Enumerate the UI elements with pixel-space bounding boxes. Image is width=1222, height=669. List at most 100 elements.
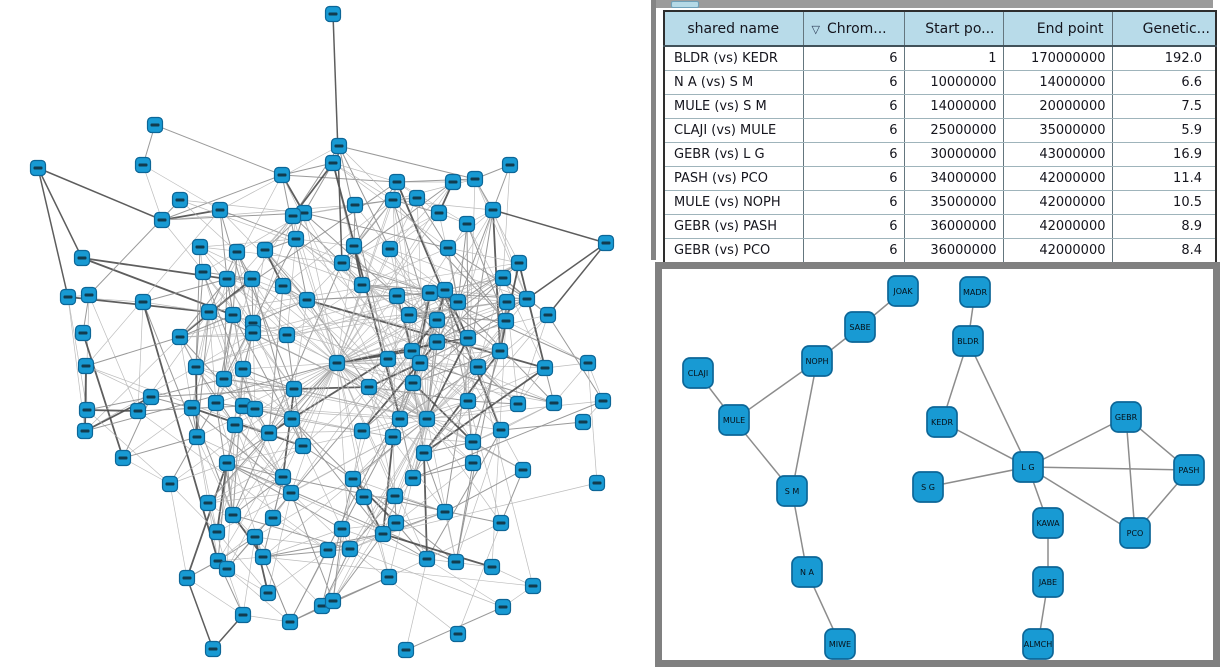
network-node-gebr[interactable]: GEBR [1110,401,1142,433]
scrollbar-thumb[interactable] [671,1,699,8]
table-cell[interactable]: 14000000 [1002,70,1112,95]
network-node[interactable] [59,288,77,306]
network-node[interactable] [324,592,342,610]
network-node[interactable] [360,378,378,396]
network-node[interactable] [282,484,300,502]
network-node[interactable] [187,358,205,376]
network-node[interactable] [379,350,397,368]
network-node[interactable] [211,201,229,219]
network-node[interactable] [274,468,292,486]
network-node-sm[interactable]: S M [776,475,808,507]
table-cell[interactable]: 6 [802,214,904,239]
network-node[interactable] [134,293,152,311]
horizontal-scrollbar-track[interactable] [656,0,1213,8]
table-cell[interactable]: 1 [903,46,1003,71]
network-node[interactable] [588,474,606,492]
table-cell[interactable]: BLDR (vs) KEDR [664,46,803,71]
table-cell[interactable]: 42000000 [1002,190,1112,215]
table-cell[interactable]: 16.9 [1111,142,1216,167]
network-node[interactable] [114,449,132,467]
network-node[interactable] [400,306,418,324]
network-node-kedr[interactable]: KEDR [926,406,958,438]
network-node[interactable] [384,428,402,446]
network-node[interactable] [579,354,597,372]
network-node[interactable] [597,234,615,252]
network-node[interactable] [281,613,299,631]
network-node[interactable] [384,191,402,209]
table-cell[interactable]: 6 [802,166,904,191]
table-cell[interactable]: 170000000 [1002,46,1112,71]
network-node[interactable] [228,243,246,261]
network-node[interactable] [459,329,477,347]
network-node-joak[interactable]: JOAK [887,275,919,307]
table-cell[interactable]: 43000000 [1002,142,1112,167]
network-node[interactable] [328,354,346,372]
table-cell[interactable]: 6 [802,46,904,71]
network-node[interactable] [408,189,426,207]
network-node[interactable] [284,207,302,225]
network-node[interactable] [464,433,482,451]
network-node[interactable] [388,287,406,305]
network-node[interactable] [459,392,477,410]
network-node[interactable] [346,196,364,214]
network-node[interactable] [77,357,95,375]
network-node-pash[interactable]: PASH [1173,454,1205,486]
network-node[interactable] [415,444,433,462]
network-node-pco[interactable]: PCO [1119,517,1151,549]
network-node[interactable] [380,568,398,586]
network-node-miwe[interactable]: MIWE [824,628,856,660]
network-node[interactable] [430,204,448,222]
table-cell[interactable]: 10.5 [1111,190,1216,215]
table-cell[interactable]: 25000000 [903,118,1003,143]
network-node-kawa[interactable]: KAWA [1032,507,1064,539]
table-cell[interactable]: 6 [802,70,904,95]
network-node[interactable] [436,281,454,299]
table-cell[interactable]: 6 [802,238,904,263]
network-node[interactable] [469,358,487,376]
network-node-claji[interactable]: CLAJI [682,357,714,389]
network-node[interactable] [418,410,436,428]
network-node[interactable] [518,290,536,308]
network-node[interactable] [200,303,218,321]
network-node[interactable] [178,569,196,587]
table-cell[interactable]: 6 [802,118,904,143]
network-node[interactable] [330,137,348,155]
table-row[interactable]: GEBR (vs) L G 6 30000000 43000000 16.9 [664,142,1216,167]
network-node[interactable] [199,494,217,512]
network-node[interactable] [191,238,209,256]
column-header-chrom[interactable]: ▽ Chrom... [802,11,904,47]
network-node[interactable] [466,170,484,188]
network-node-mule[interactable]: MULE [718,404,750,436]
network-node[interactable] [498,293,516,311]
network-node[interactable] [146,116,164,134]
network-node[interactable] [78,401,96,419]
network-node[interactable] [494,598,512,616]
table-cell[interactable]: 36000000 [903,214,1003,239]
network-node[interactable] [439,239,457,257]
table-row[interactable]: N A (vs) S M 6 10000000 14000000 6.6 [664,70,1216,95]
table-cell[interactable]: 36000000 [903,238,1003,263]
table-cell[interactable]: 7.5 [1111,94,1216,119]
filtered-network-canvas[interactable]: JOAK SABE NOPH CLAJI MULE S M N A MIWE MADR BLDR K… [662,269,1213,660]
network-node[interactable] [404,374,422,392]
network-node[interactable] [421,284,439,302]
network-node[interactable] [256,241,274,259]
table-cell[interactable]: 11.4 [1111,166,1216,191]
network-node[interactable] [260,424,278,442]
network-node[interactable] [183,399,201,417]
network-node[interactable] [509,395,527,413]
table-cell[interactable]: 20000000 [1002,94,1112,119]
network-node[interactable] [274,277,292,295]
network-node-lg[interactable]: L G [1012,451,1044,483]
table-cell[interactable]: 8.4 [1111,238,1216,263]
network-node[interactable] [391,410,409,428]
table-cell[interactable]: GEBR (vs) L G [664,142,803,167]
network-node[interactable] [444,173,462,191]
network-node[interactable] [464,454,482,472]
table-row[interactable]: GEBR (vs) PCO 6 36000000 42000000 8.4 [664,238,1216,263]
network-node[interactable] [404,469,422,487]
network-node[interactable] [264,509,282,527]
network-node[interactable] [134,156,152,174]
network-node[interactable] [224,306,242,324]
network-node[interactable] [259,584,277,602]
